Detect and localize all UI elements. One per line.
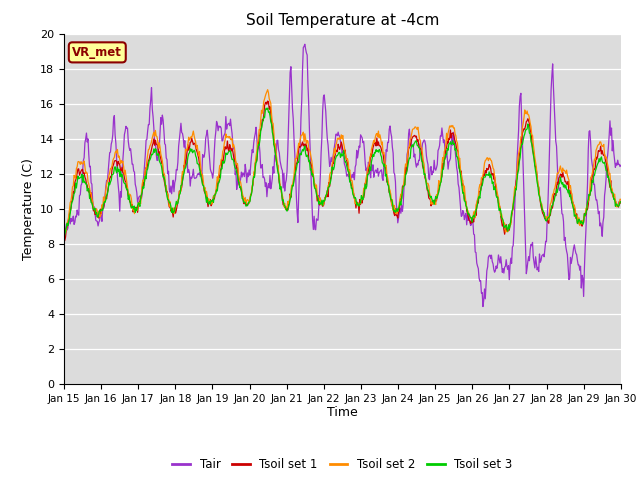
Tsoil set 2 bbox=[264, 87, 271, 93]
Tsoil set 2 bbox=[411, 124, 419, 130]
Tsoil set 2 bbox=[617, 196, 625, 202]
Tsoil set 3 bbox=[428, 193, 435, 199]
Tair bbox=[411, 151, 419, 157]
Tsoil set 3 bbox=[60, 236, 68, 241]
Tair bbox=[479, 304, 487, 310]
Tair bbox=[428, 164, 435, 169]
Tsoil set 3 bbox=[617, 199, 625, 204]
Line: Tsoil set 3: Tsoil set 3 bbox=[64, 108, 621, 239]
Tsoil set 3 bbox=[184, 154, 192, 160]
Tair bbox=[70, 222, 78, 228]
Text: VR_met: VR_met bbox=[72, 46, 122, 59]
Line: Tsoil set 2: Tsoil set 2 bbox=[64, 90, 621, 234]
Tair bbox=[60, 232, 68, 238]
Title: Soil Temperature at -4cm: Soil Temperature at -4cm bbox=[246, 13, 439, 28]
Tair bbox=[301, 41, 308, 47]
Legend: Tair, Tsoil set 1, Tsoil set 2, Tsoil set 3: Tair, Tsoil set 1, Tsoil set 2, Tsoil se… bbox=[168, 454, 517, 476]
Tsoil set 1 bbox=[214, 179, 222, 185]
Tsoil set 3 bbox=[70, 191, 78, 196]
Tsoil set 2 bbox=[60, 231, 68, 237]
Tsoil set 1 bbox=[264, 98, 271, 104]
X-axis label: Time: Time bbox=[327, 407, 358, 420]
Tsoil set 3 bbox=[214, 188, 221, 194]
Tsoil set 1 bbox=[617, 198, 625, 204]
Y-axis label: Temperature (C): Temperature (C) bbox=[22, 158, 35, 260]
Tsoil set 3 bbox=[127, 205, 135, 211]
Tsoil set 2 bbox=[184, 141, 192, 147]
Tsoil set 1 bbox=[60, 235, 68, 240]
Tsoil set 1 bbox=[61, 238, 68, 243]
Tsoil set 3 bbox=[411, 140, 419, 145]
Tsoil set 2 bbox=[428, 201, 435, 207]
Tair bbox=[127, 153, 135, 159]
Tair bbox=[214, 121, 221, 127]
Tsoil set 3 bbox=[264, 105, 271, 111]
Tsoil set 1 bbox=[412, 134, 419, 140]
Tsoil set 2 bbox=[127, 196, 135, 202]
Tsoil set 1 bbox=[128, 202, 136, 207]
Tair bbox=[184, 169, 192, 175]
Tsoil set 1 bbox=[71, 180, 79, 185]
Line: Tsoil set 1: Tsoil set 1 bbox=[64, 101, 621, 240]
Tsoil set 1 bbox=[428, 199, 436, 205]
Tair bbox=[617, 162, 625, 168]
Line: Tair: Tair bbox=[64, 44, 621, 307]
Tsoil set 2 bbox=[214, 174, 221, 180]
Tsoil set 2 bbox=[70, 172, 78, 178]
Tsoil set 1 bbox=[185, 147, 193, 153]
